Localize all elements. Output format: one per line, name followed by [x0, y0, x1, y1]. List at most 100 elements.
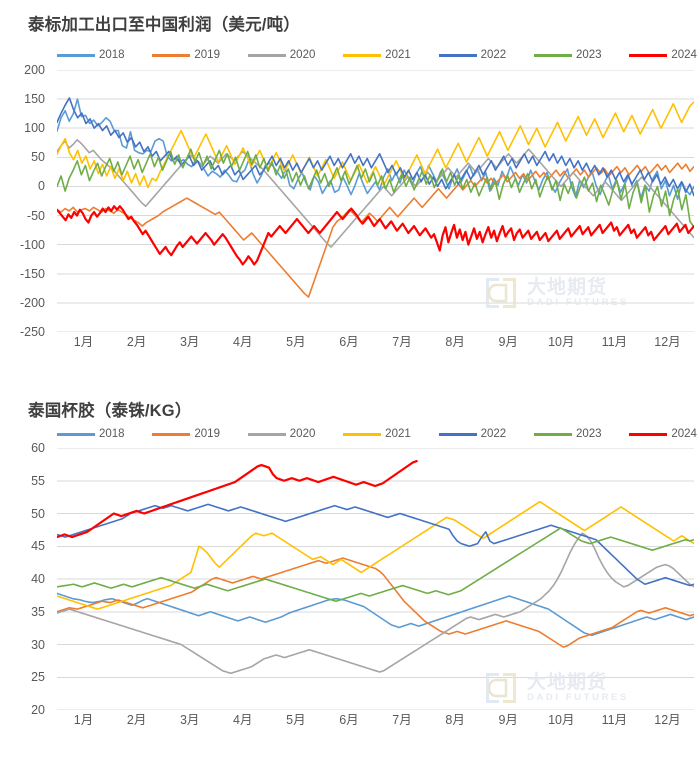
- chart-2-y-axis: 60 55 50 45 40 35 30 25 20: [0, 442, 52, 716]
- x-tick-label: 4月: [233, 335, 253, 349]
- x-tick-label: 8月: [445, 335, 465, 349]
- legend-swatch-2022: [438, 54, 477, 58]
- chart-panel-cuplump: 泰国杯胶（泰铢/KG） 2018 2019 2020 2021 2022 2023 2024…: [0, 383, 700, 766]
- plot-svg: [57, 70, 694, 332]
- x-tick-label: 3月: [179, 713, 200, 727]
- legend-item-2022[interactable]: 2022: [438, 49, 507, 62]
- legend-label-2023: 2023: [575, 49, 602, 61]
- legend-item-2020[interactable]: 2020: [247, 428, 316, 441]
- legend-item-2018[interactable]: 2018: [57, 49, 125, 62]
- legend-label-2019: 2019: [194, 428, 220, 440]
- plot-svg: [57, 448, 694, 710]
- legend-label-2023: 2023: [575, 428, 602, 440]
- legend-label-2018: 2018: [99, 428, 125, 440]
- legend-item-2024[interactable]: 2024: [629, 428, 697, 441]
- y-tick-label: 200: [24, 62, 45, 77]
- x-tick-label: 2月: [126, 335, 147, 349]
- x-tick-label: 7月: [392, 713, 412, 727]
- chart-2-title: 泰国杯胶（泰铢/KG）: [28, 402, 192, 420]
- legend-item-2020[interactable]: 2020: [247, 49, 316, 62]
- x-tick-label: 1月: [73, 335, 94, 349]
- legend-label-2024: 2024: [671, 428, 697, 440]
- x-tick-label: 12月: [654, 335, 681, 349]
- chart-1-legend: 2018 2019 2020 2021 2022 2023 2024: [57, 49, 697, 62]
- x-tick-label: 4月: [233, 713, 253, 727]
- legend-swatch-2019: [152, 433, 191, 437]
- y-tick-label: 30: [31, 637, 45, 652]
- legend-swatch-2018: [57, 54, 95, 58]
- x-tick-label: 10月: [548, 335, 575, 349]
- legend-swatch-2021: [343, 54, 382, 58]
- x-tick-label: 9月: [498, 713, 518, 727]
- legend-label-2020: 2020: [289, 49, 316, 61]
- y-tick-label: 20: [31, 702, 45, 717]
- legend-swatch-2023: [533, 433, 572, 437]
- legend-label-2018: 2018: [99, 49, 125, 61]
- x-tick-label: 12月: [654, 713, 681, 727]
- legend-item-2021[interactable]: 2021: [343, 49, 411, 62]
- chart-2-x-axis: 1月 2月 3月 4月 5月 6月 7月 8月 9月 10月 11月 12月: [57, 714, 694, 736]
- y-tick-label: -100: [19, 237, 45, 252]
- y-tick-label: -250: [19, 324, 45, 339]
- series-line-2022: [57, 97, 694, 197]
- x-tick-label: 1月: [73, 713, 94, 727]
- x-tick-label: 3月: [179, 335, 200, 349]
- y-tick-label: -150: [19, 266, 45, 281]
- x-tick-label: 6月: [339, 335, 359, 349]
- series-line-2022: [57, 503, 694, 587]
- series-line-2024: [57, 460, 418, 539]
- legend-item-2023[interactable]: 2023: [533, 49, 602, 62]
- series-line-2023: [57, 148, 694, 228]
- chart-2-plot-area: [57, 448, 694, 710]
- x-tick-label: 8月: [445, 713, 465, 727]
- chart-panel-profit: 泰标加工出口至中国利润（美元/吨） 2018 2019 2020 2021 2022 20…: [0, 16, 697, 358]
- x-tick-label: 10月: [548, 713, 575, 727]
- legend-item-2022[interactable]: 2022: [438, 428, 506, 441]
- legend-label-2024: 2024: [671, 49, 697, 61]
- series-line-2018: [57, 592, 694, 637]
- legend-item-2024[interactable]: 2024: [629, 49, 697, 62]
- legend-item-2021[interactable]: 2021: [343, 428, 411, 441]
- chart-1-y-axis: 200 150 100 50 0 -50 -100 -150 -200 -250: [0, 64, 52, 338]
- legend-label-2019: 2019: [194, 49, 220, 61]
- series-line-2021: [57, 500, 694, 610]
- legend-swatch-2021: [343, 433, 382, 437]
- x-tick-label: 6月: [339, 713, 359, 727]
- legend-swatch-2018: [57, 433, 95, 437]
- x-tick-label: 11月: [601, 713, 628, 727]
- legend-label-2022: 2022: [480, 49, 507, 61]
- y-tick-label: 25: [31, 670, 45, 684]
- legend-item-2018[interactable]: 2018: [57, 428, 125, 441]
- series-line-2021: [57, 101, 694, 189]
- y-tick-label: 40: [31, 571, 45, 586]
- x-tick-label: 5月: [286, 713, 306, 727]
- chart-2-legend: 2018 2019 2020 2021 2022 2023 2024: [57, 428, 697, 441]
- chart-1-x-axis: 1月 2月 3月 4月 5月 6月 7月 8月 9月 10月 11月 12月: [57, 336, 694, 358]
- legend-item-2019[interactable]: 2019: [152, 49, 220, 62]
- legend-item-2023[interactable]: 2023: [533, 428, 602, 441]
- y-tick-label: 55: [31, 473, 45, 488]
- legend-label-2021: 2021: [385, 428, 411, 440]
- y-tick-label: 150: [24, 91, 45, 106]
- legend-label-2020: 2020: [289, 428, 316, 440]
- legend-swatch-2022: [438, 433, 477, 437]
- legend-swatch-2024: [629, 54, 668, 58]
- chart-1-title: 泰标加工出口至中国利润（美元/吨）: [28, 16, 300, 34]
- legend-swatch-2019: [152, 54, 191, 58]
- x-tick-label: 9月: [498, 335, 518, 349]
- y-tick-label: 100: [24, 120, 45, 135]
- series-line-2024: [57, 205, 694, 266]
- legend-item-2019[interactable]: 2019: [152, 428, 220, 441]
- legend-swatch-2024: [629, 433, 668, 437]
- legend-label-2021: 2021: [385, 49, 411, 61]
- series-line-2019: [57, 162, 694, 298]
- legend-swatch-2020: [247, 54, 286, 58]
- y-tick-label: 35: [31, 604, 45, 619]
- chart-1-plot-area: [57, 70, 694, 332]
- series-line-2019: [57, 557, 694, 648]
- y-tick-label: 50: [31, 506, 45, 521]
- legend-swatch-2023: [533, 54, 572, 58]
- y-tick-label: 50: [31, 150, 45, 165]
- y-tick-label: 45: [31, 539, 45, 553]
- x-tick-label: 7月: [392, 335, 412, 349]
